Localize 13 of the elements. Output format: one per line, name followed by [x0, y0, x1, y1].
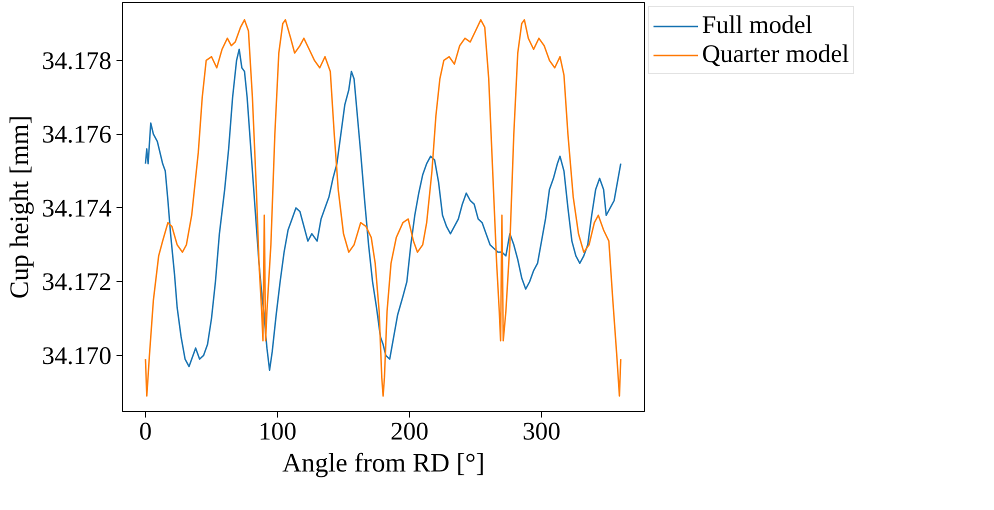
x-tick-label: 300 [522, 418, 561, 446]
y-tick-label: 34.172 [42, 268, 112, 296]
y-tick-label: 34.178 [42, 46, 112, 75]
x-tick-label: 100 [258, 418, 296, 446]
y-tick-label: 34.170 [42, 342, 112, 370]
legend-label: Full model [702, 11, 812, 40]
x-axis-title: Angle from RD [°] [282, 448, 485, 478]
y-tick-label: 34.176 [42, 120, 112, 149]
y-axis-title: Cup height [mm] [4, 115, 34, 299]
legend-label: Quarter model [702, 40, 849, 69]
x-tick-label: 200 [390, 418, 429, 446]
x-tick-label: 0 [139, 418, 152, 446]
y-tick-label: 34.174 [42, 194, 112, 222]
